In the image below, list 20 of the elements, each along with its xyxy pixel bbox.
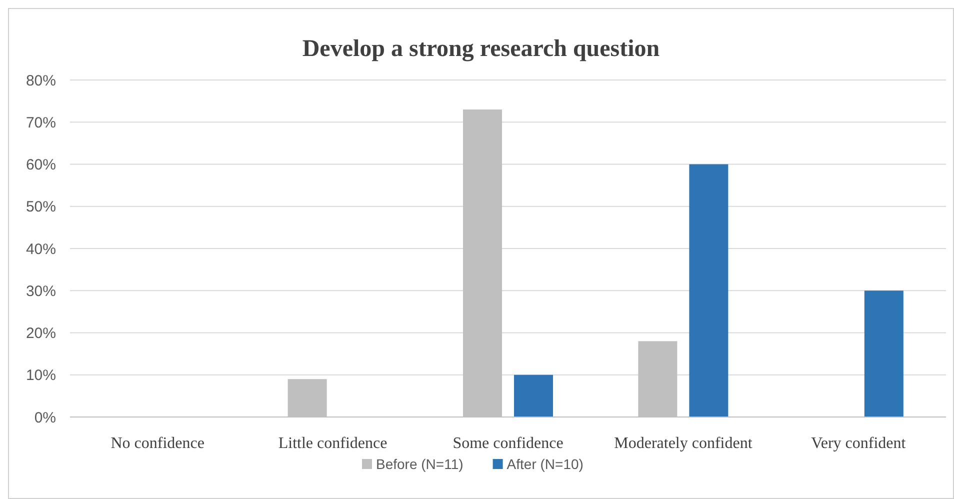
y-tick-label: 40% — [26, 240, 56, 258]
x-tick-label: No confidence — [110, 435, 204, 452]
y-tick-label: 80% — [26, 72, 56, 90]
bar — [864, 290, 904, 417]
y-tick-label: 10% — [26, 367, 56, 384]
y-tick-label: 50% — [26, 198, 56, 216]
y-tick-label: 0% — [34, 409, 56, 426]
bar — [689, 164, 728, 417]
y-tick-label: 30% — [26, 282, 56, 300]
x-tick-label: Some confidence — [452, 435, 564, 452]
y-tick-label: 60% — [26, 156, 56, 174]
y-tick-label: 20% — [26, 325, 56, 342]
x-tick-label: Moderately confident — [614, 435, 753, 452]
chart-title: Develop a strong research question — [302, 36, 660, 62]
y-tick-label: 70% — [26, 114, 56, 132]
x-tick-label: Very confident — [811, 435, 906, 452]
legend-label: Before (N=11) — [376, 456, 464, 472]
x-tick-label: Little confidence — [278, 435, 388, 452]
bar — [514, 374, 553, 417]
legend-label: After (N=10) — [506, 456, 584, 472]
